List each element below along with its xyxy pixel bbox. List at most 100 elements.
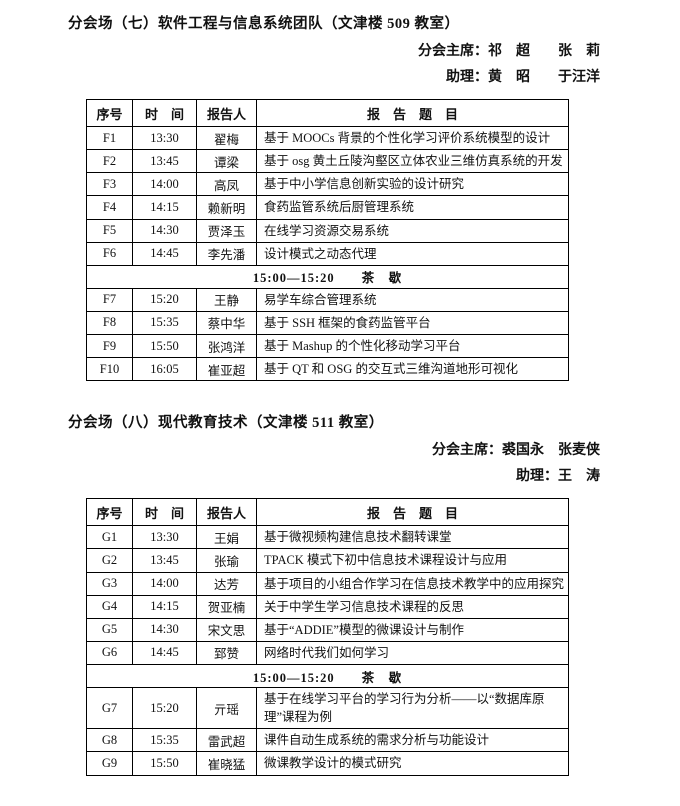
title-cell: 基于 Mashup 的个性化移动学习平台 <box>256 333 569 359</box>
session-id-cell: G7 <box>86 686 133 730</box>
session-schedule-table: 序号 时 间 报告人 报 告 题 目 G1 13:30 王娟 基于微视频构建信息技术翻… <box>86 498 569 776</box>
time-cell: 13:45 <box>132 149 197 174</box>
title-cell: 基于 MOOCs 背景的个性化学习评价系统模型的设计 <box>256 125 569 151</box>
header-session-id: 序号 <box>86 498 133 527</box>
presenter-cell: 王静 <box>196 287 257 312</box>
title-cell: 基于 QT 和 OSG 的交互式三维沟道地形可视化 <box>256 357 569 382</box>
time-cell: 14:45 <box>132 241 197 266</box>
presenter-cell: 李先潘 <box>196 241 257 266</box>
session-row: F2 13:45 谭梁 基于 osg 黄土丘陵沟壑区立体农业三维仿真系统的开发 <box>86 149 569 174</box>
time-cell: 16:05 <box>132 357 197 382</box>
time-cell: 15:50 <box>132 333 197 359</box>
session-id-cell: G1 <box>86 525 133 550</box>
session-chairs: 分会主席：裘国永 张麦侠 <box>432 443 600 459</box>
session-id-cell: F6 <box>86 241 133 266</box>
presenter-cell: 郅赞 <box>196 640 257 666</box>
presenter-cell: 赖新明 <box>196 195 257 220</box>
session-id-cell: F5 <box>86 218 133 243</box>
title-cell: 基于微视频构建信息技术翻转课堂 <box>256 525 569 550</box>
header-time: 时 间 <box>132 498 197 527</box>
presenter-cell: 雷武超 <box>196 728 257 753</box>
presenter-cell: 贾泽玉 <box>196 218 257 243</box>
title-cell: 基于 osg 黄土丘陵沟壑区立体农业三维仿真系统的开发 <box>256 149 569 174</box>
session-id-cell: F3 <box>86 172 133 197</box>
session-row: G3 14:00 达芳 基于项目的小组合作学习在信息技术教学中的应用探究 <box>86 571 569 596</box>
title-cell: TPACK 模式下初中信息技术课程设计与应用 <box>256 548 569 573</box>
time-cell: 13:45 <box>132 548 197 573</box>
session-row: F5 14:30 贾泽玉 在线学习资源交易系统 <box>86 218 569 243</box>
header-title: 报 告 题 目 <box>256 99 569 127</box>
session-id-cell: G8 <box>86 728 133 753</box>
time-cell: 14:30 <box>132 218 197 243</box>
tea-break-text: 15:00—15:20 茶 歇 <box>86 664 569 688</box>
title-cell: 设计模式之动态代理 <box>256 241 569 266</box>
presenter-cell: 达芳 <box>196 571 257 596</box>
section-title: 分会场（七）软件工程与信息系统团队（文津楼 509 教室） <box>68 16 460 32</box>
time-cell: 13:30 <box>132 125 197 151</box>
session-row: G1 13:30 王娟 基于微视频构建信息技术翻转课堂 <box>86 525 569 550</box>
session-row: G2 13:45 张瑜 TPACK 模式下初中信息技术课程设计与应用 <box>86 548 569 573</box>
title-cell: 微课教学设计的模式研究 <box>256 751 569 776</box>
session-section-8: 分会场（八）现代教育技术（文津楼 511 教室） 分会主席：裘国永 张麦侠 助理… <box>0 411 680 776</box>
session-id-cell: G5 <box>86 617 133 642</box>
session-id-cell: F2 <box>86 149 133 174</box>
table-header-row: 序号 时 间 报告人 报 告 题 目 <box>86 498 569 527</box>
title-cell: 关于中学生学习信息技术课程的反思 <box>256 594 569 619</box>
header-title: 报 告 题 目 <box>256 498 569 527</box>
session-id-cell: F1 <box>86 125 133 151</box>
time-cell: 14:30 <box>132 617 197 642</box>
session-schedule-table: 序号 时 间 报告人 报 告 题 目 F1 13:30 翟梅 基于 MOOCs 背景的… <box>86 99 569 382</box>
presenter-cell: 蔡中华 <box>196 310 257 336</box>
presenter-cell: 张瑜 <box>196 548 257 573</box>
presenter-cell: 高凤 <box>196 172 257 197</box>
session-row: G8 15:35 雷武超 课件自动生成系统的需求分析与功能设计 <box>86 728 569 753</box>
time-cell: 14:00 <box>132 172 197 197</box>
session-id-cell: F9 <box>86 333 133 359</box>
session-row: F4 14:15 赖新明 食药监管系统后厨管理系统 <box>86 195 569 220</box>
session-section-7: 分会场（七）软件工程与信息系统团队（文津楼 509 教室） 分会主席：祁 超 张… <box>0 12 680 382</box>
tea-break-text: 15:00—15:20 茶 歇 <box>86 264 569 289</box>
session-row: F3 14:00 高凤 基于中小学信息创新实验的设计研究 <box>86 172 569 197</box>
time-cell: 15:35 <box>132 728 197 753</box>
header-presenter: 报告人 <box>196 498 257 527</box>
header-presenter: 报告人 <box>196 99 257 127</box>
session-row: F7 15:20 王静 易学车综合管理系统 <box>86 287 569 312</box>
title-cell: 基于 SSH 框架的食药监管平台 <box>256 310 569 336</box>
session-id-cell: F7 <box>86 287 133 312</box>
title-cell: 课件自动生成系统的需求分析与功能设计 <box>256 728 569 753</box>
session-row: F6 14:45 李先潘 设计模式之动态代理 <box>86 241 569 266</box>
session-row: F10 16:05 崔亚超 基于 QT 和 OSG 的交互式三维沟道地形可视化 <box>86 357 569 382</box>
session-row: F8 15:35 蔡中华 基于 SSH 框架的食药监管平台 <box>86 310 569 336</box>
title-cell: 易学车综合管理系统 <box>256 287 569 312</box>
session-row: F9 15:50 张鸿洋 基于 Mashup 的个性化移动学习平台 <box>86 333 569 359</box>
time-cell: 15:20 <box>132 287 197 312</box>
section-title: 分会场（八）现代教育技术（文津楼 511 教室） <box>68 415 384 432</box>
presenter-cell: 崔晓猛 <box>196 751 257 776</box>
document-page: 分会场（七）软件工程与信息系统团队（文津楼 509 教室） 分会主席：祁 超 张… <box>0 12 680 776</box>
time-cell: 14:00 <box>132 571 197 596</box>
title-cell: 基于中小学信息创新实验的设计研究 <box>256 172 569 197</box>
title-cell: 基于项目的小组合作学习在信息技术教学中的应用探究 <box>256 571 569 596</box>
header-time: 时 间 <box>132 99 197 127</box>
session-row: G7 15:20 亓瑶 基于在线学习平台的学习行为分析——以“数据库原理”课程为例 <box>86 686 569 730</box>
presenter-cell: 贺亚楠 <box>196 594 257 619</box>
session-row: F1 13:30 翟梅 基于 MOOCs 背景的个性化学习评价系统模型的设计 <box>86 125 569 151</box>
presenter-cell: 谭梁 <box>196 149 257 174</box>
session-id-cell: F8 <box>86 310 133 336</box>
session-assistants: 助理：黄 昭 于汪洋 <box>446 70 600 85</box>
session-id-cell: G3 <box>86 571 133 596</box>
session-row: G6 14:45 郅赞 网络时代我们如何学习 <box>86 640 569 666</box>
session-assistants: 助理：王 涛 <box>516 469 600 485</box>
session-id-cell: G6 <box>86 640 133 666</box>
session-id-cell: G4 <box>86 594 133 619</box>
tea-break-row: 15:00—15:20 茶 歇 <box>86 664 569 688</box>
title-cell: 网络时代我们如何学习 <box>256 640 569 666</box>
title-cell: 在线学习资源交易系统 <box>256 218 569 243</box>
session-row: G5 14:30 宋文思 基于“ADDIE”模型的微课设计与制作 <box>86 617 569 642</box>
presenter-cell: 王娟 <box>196 525 257 550</box>
title-cell: 食药监管系统后厨管理系统 <box>256 195 569 220</box>
time-cell: 14:15 <box>132 594 197 619</box>
time-cell: 13:30 <box>132 525 197 550</box>
tea-break-row: 15:00—15:20 茶 歇 <box>86 264 569 289</box>
session-row: G9 15:50 崔晓猛 微课教学设计的模式研究 <box>86 751 569 776</box>
